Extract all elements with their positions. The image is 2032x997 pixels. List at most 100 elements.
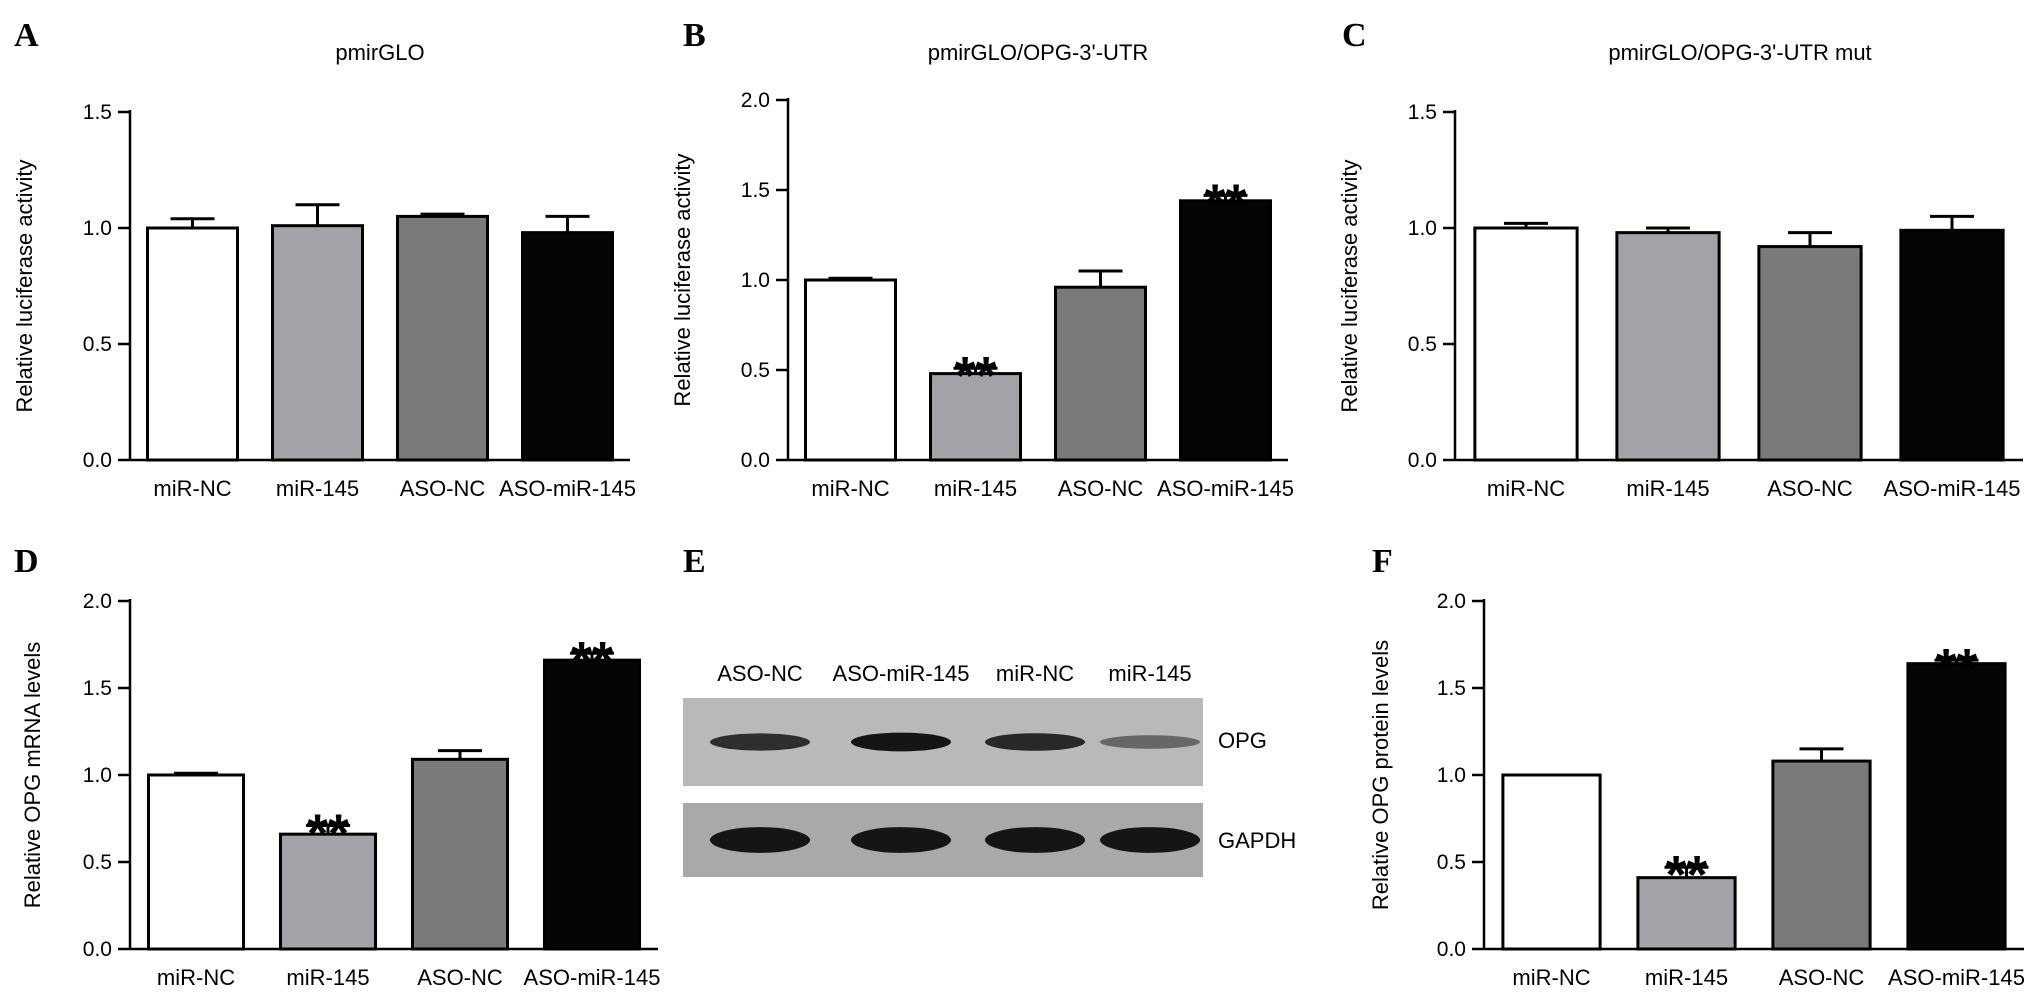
blot-band xyxy=(710,827,810,853)
x-tick-label: miR-NC xyxy=(157,965,235,990)
panel-letter-a: A xyxy=(14,17,39,54)
bar xyxy=(929,372,1022,462)
y-tick-label: 1.0 xyxy=(83,764,112,787)
blot-band xyxy=(710,733,810,751)
bar xyxy=(1906,662,2007,951)
bar xyxy=(146,226,239,462)
bar xyxy=(1636,876,1737,951)
bar xyxy=(1771,759,1872,951)
panel-letter-f: F xyxy=(1372,543,1393,580)
significance-marker: ** xyxy=(954,346,996,406)
y-tick-label: 0.0 xyxy=(83,938,112,961)
y-tick-label: 0.5 xyxy=(83,851,112,874)
bar xyxy=(1757,245,1863,462)
x-tick-label: ASO-miR-145 xyxy=(524,965,661,990)
chart-title: pmirGLO/OPG-3'-UTR mut xyxy=(1608,40,1871,65)
y-tick-label: 1.0 xyxy=(83,217,112,240)
chart-title: pmirGLO xyxy=(335,40,424,65)
y-tick-label: 1.5 xyxy=(83,101,112,124)
bar xyxy=(1473,226,1579,462)
y-tick-label: 0.0 xyxy=(1408,449,1437,472)
bar xyxy=(146,773,246,951)
y-axis-label: Relative luciferase activity xyxy=(12,159,37,412)
y-tick-label: 0.0 xyxy=(1437,938,1466,961)
x-tick-label: miR-NC xyxy=(153,476,231,501)
blot-lane-label: ASO-miR-145 xyxy=(833,661,970,686)
y-tick-label: 0.5 xyxy=(741,359,770,382)
bar-chart-f: Relative OPG protein levels 0.0 0.5 1.0 1.5 2… xyxy=(1368,590,2025,990)
y-tick-label: 1.5 xyxy=(1408,101,1437,124)
blot-band xyxy=(985,733,1085,751)
x-tick-label: miR-145 xyxy=(276,476,359,501)
bar xyxy=(410,757,510,951)
y-tick-label: 0.5 xyxy=(83,333,112,356)
bar xyxy=(396,214,489,462)
x-tick-label: ASO-miR-145 xyxy=(1888,965,2025,990)
x-tick-label: ASO-miR-145 xyxy=(499,476,636,501)
y-tick-label: 0.0 xyxy=(83,449,112,472)
significance-marker: ** xyxy=(307,803,349,863)
blot-band xyxy=(851,827,951,853)
y-tick-label: 0.5 xyxy=(1408,333,1437,356)
blot-lane-label: miR-145 xyxy=(1108,661,1191,686)
significance-marker: ** xyxy=(571,631,613,691)
blot-band xyxy=(851,732,951,752)
blot-row-label-opg: OPG xyxy=(1218,728,1267,753)
y-tick-label: 1.5 xyxy=(741,179,770,202)
y-axis-label: Relative OPG protein levels xyxy=(1368,640,1393,910)
blot-row-label-gapdh: GAPDH xyxy=(1218,828,1296,853)
x-tick-label: miR-145 xyxy=(1645,965,1728,990)
bar-chart-a: pmirGLO Relative luciferase activity 0.0 0.… xyxy=(12,40,636,501)
y-tick-label: 2.0 xyxy=(83,590,112,613)
panel-letter-e: E xyxy=(683,543,706,580)
y-axis-label: Relative OPG mRNA levels xyxy=(20,642,45,909)
panel-letter-c: C xyxy=(1342,17,1367,54)
x-tick-label: ASO-NC xyxy=(400,476,486,501)
x-tick-label: ASO-NC xyxy=(417,965,503,990)
blot-band xyxy=(1100,735,1200,749)
bar xyxy=(1054,285,1147,462)
x-tick-label: miR-145 xyxy=(286,965,369,990)
y-tick-label: 0.5 xyxy=(1437,851,1466,874)
x-tick-label: ASO-miR-145 xyxy=(1157,476,1294,501)
y-tick-label: 1.0 xyxy=(1408,217,1437,240)
significance-marker: ** xyxy=(1935,638,1977,698)
western-blot: ASO-NC ASO-miR-145 miR-NC miR-145 OPG GA… xyxy=(683,661,1296,877)
blot-lane-label: ASO-NC xyxy=(717,661,803,686)
bar xyxy=(542,658,642,951)
x-tick-label: ASO-miR-145 xyxy=(1884,476,2021,501)
bar xyxy=(1179,199,1272,462)
x-tick-label: ASO-NC xyxy=(1779,965,1865,990)
y-tick-label: 1.0 xyxy=(741,269,770,292)
significance-marker: ** xyxy=(1665,845,1707,905)
bar-chart-c: pmirGLO/OPG-3'-UTR mut Relative luciferas… xyxy=(1337,40,2023,501)
y-axis-label: Relative luciferase activity xyxy=(1337,159,1362,412)
panel-letter-b: B xyxy=(683,17,706,54)
y-tick-label: 1.5 xyxy=(83,677,112,700)
bar xyxy=(1899,228,2005,462)
significance-marker: ** xyxy=(1204,173,1246,233)
x-tick-label: miR-NC xyxy=(811,476,889,501)
bar xyxy=(278,832,378,951)
bar xyxy=(521,231,614,462)
bar xyxy=(1501,773,1602,951)
x-tick-label: miR-NC xyxy=(1487,476,1565,501)
x-tick-label: miR-145 xyxy=(1626,476,1709,501)
chart-title: pmirGLO/OPG-3'-UTR xyxy=(928,40,1149,65)
x-tick-label: miR-NC xyxy=(1512,965,1590,990)
x-tick-label: miR-145 xyxy=(934,476,1017,501)
y-tick-label: 2.0 xyxy=(741,89,770,112)
y-tick-label: 2.0 xyxy=(1437,590,1466,613)
x-tick-label: ASO-NC xyxy=(1058,476,1144,501)
y-axis-label: Relative luciferase activity xyxy=(670,153,695,406)
bar xyxy=(804,278,897,462)
blot-band xyxy=(985,827,1085,853)
bar xyxy=(1615,231,1721,462)
blot-lane-label: miR-NC xyxy=(996,661,1074,686)
y-tick-label: 1.0 xyxy=(1437,764,1466,787)
x-tick-label: ASO-NC xyxy=(1767,476,1853,501)
bar-chart-b: pmirGLO/OPG-3'-UTR Relative luciferase ac… xyxy=(670,40,1294,501)
panel-letter-d: D xyxy=(14,543,39,580)
blot-band xyxy=(1100,827,1200,853)
